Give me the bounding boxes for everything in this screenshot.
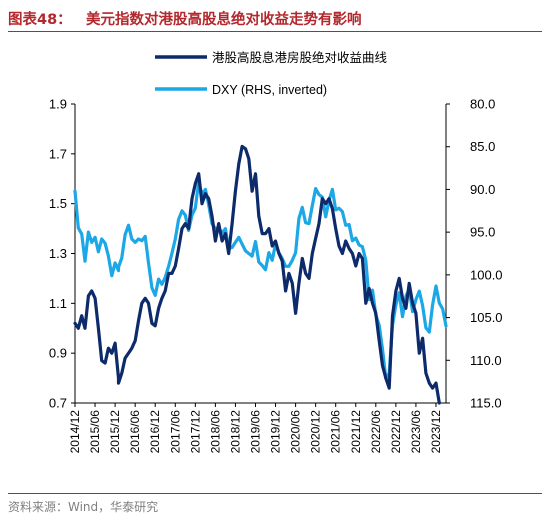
plot-area: 1.9 1.7 1.5 1.3 1.1 0.9 0.7 80.0 85.0 90.0 95.0 100… [49,97,503,454]
x-tick-label: 2019/06 [248,410,262,454]
left-tick-label: 1.7 [49,146,67,161]
x-tick-label: 2015/06 [88,410,102,454]
left-tick-label: 1.9 [49,97,67,112]
left-tick-label: 0.9 [49,346,67,361]
figure-label: 图表48： [8,12,72,28]
x-tick-label: 2023/06 [409,410,423,454]
x-tick-label: 2018/06 [208,410,222,454]
x-tick-label: 2022/12 [389,410,403,454]
right-tick-label: 95.0 [470,225,495,240]
source-note: 资料来源：Wind，华泰研究 [8,500,159,514]
right-tick-label: 90.0 [470,182,495,197]
x-tick-label: 2017/12 [188,410,202,454]
right-tick-label: 100.0 [470,267,503,282]
x-tick-label: 2021/06 [329,410,343,454]
right-tick-label: 80.0 [470,97,495,112]
footer-rule [8,493,542,494]
x-tick-label: 2023/12 [429,410,443,454]
x-tick-label: 2015/12 [108,410,122,454]
right-tick-label: 110.0 [470,353,502,368]
title-underline [8,31,542,32]
right-tick-label: 115.0 [470,396,502,411]
left-tick-label: 1.1 [49,296,67,311]
legend: 港股高股息港房股绝对收益曲线 DXY (RHS, inverted) [155,50,388,97]
right-tick-label: 85.0 [470,139,495,154]
x-tick-label: 2020/12 [309,410,323,454]
x-tick-label: 2016/06 [128,410,142,454]
left-tick-label: 1.5 [49,196,67,211]
figure-header: 图表48： 美元指数对港股高股息绝对收益走势有影响 [0,0,550,34]
x-tick-label: 2022/06 [369,410,383,454]
x-tick-label: 2019/12 [269,410,283,454]
x-tick-label: 2017/06 [168,410,182,454]
line-chart: 港股高股息港房股绝对收益曲线 DXY (RHS, inverted) 1.91.… [49,50,503,454]
legend-label-dxy: DXY (RHS, inverted) [212,83,327,97]
left-tick-label: 0.7 [49,396,67,411]
x-tick-label: 2020/06 [289,410,303,454]
x-tick-label: 2018/12 [228,410,242,454]
x-tick-label: 2014/12 [68,410,82,454]
left-tick-label: 1.3 [49,246,67,261]
series-line-dxy [73,180,448,380]
x-tick-label: 2021/12 [349,410,363,454]
series-line-hk-high-dividend [73,144,441,405]
right-tick-label: 105.0 [470,310,503,325]
x-tick-label: 2016/12 [148,410,162,454]
legend-label-hk: 港股高股息港房股绝对收益曲线 [212,50,388,65]
chart-title: 美元指数对港股高股息绝对收益走势有影响 [86,12,362,28]
